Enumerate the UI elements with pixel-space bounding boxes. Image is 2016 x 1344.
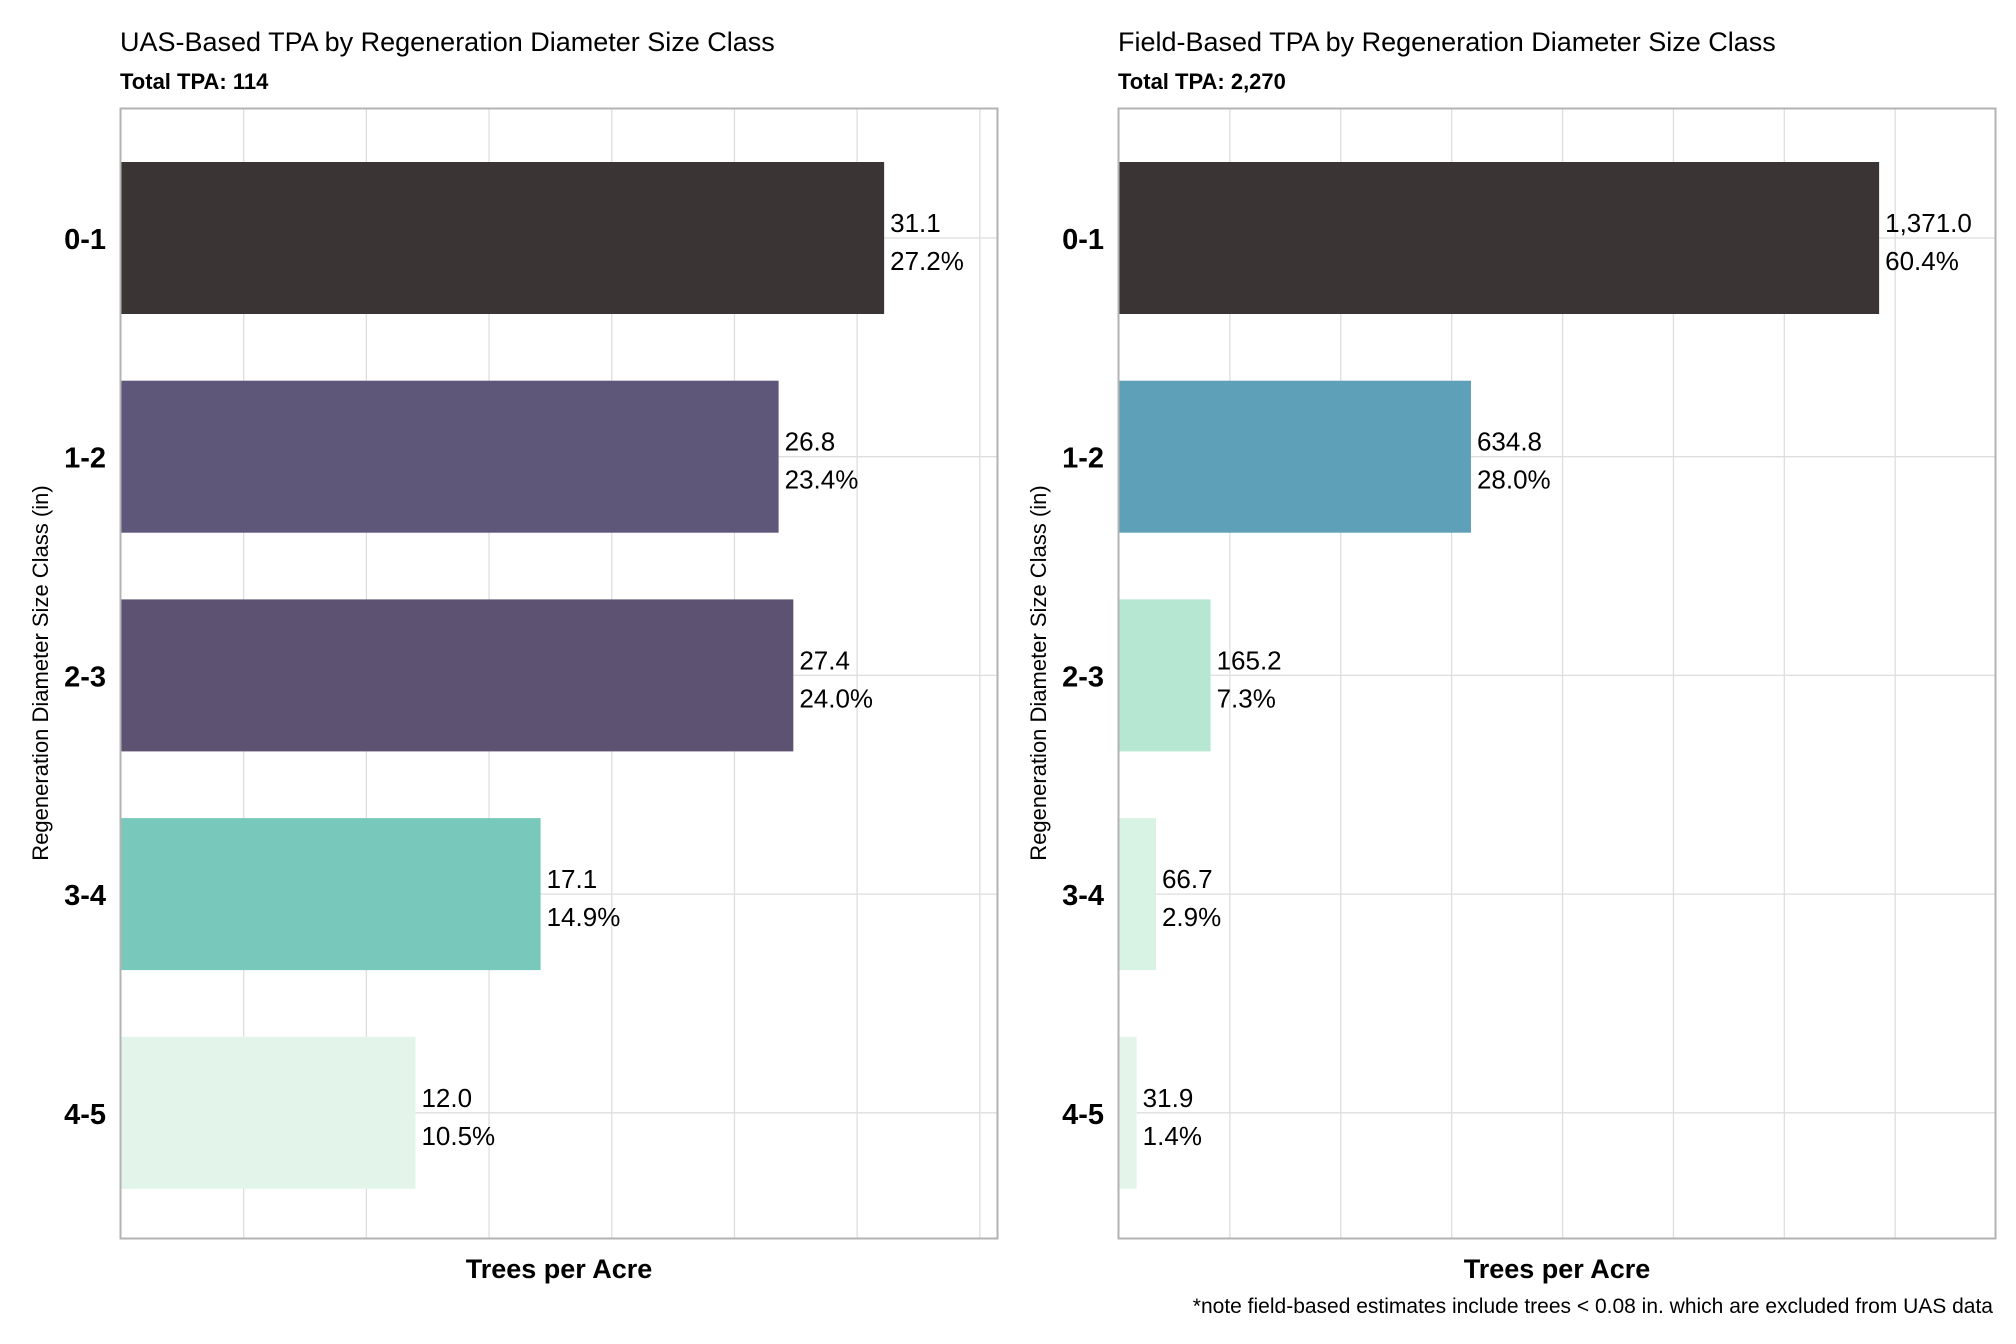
chart-uas-subtitle: Total TPA: 114 (120, 69, 269, 94)
chart-uas-title: UAS-Based TPA by Regeneration Diameter S… (120, 27, 775, 57)
chart-uas: UAS-Based TPA by Regeneration Diameter S… (28, 27, 999, 1284)
chart-uas-y-axis-title: Regeneration Diameter Size Class (in) (28, 485, 53, 860)
chart-uas-percent-label: 23.4% (785, 465, 859, 495)
chart-field: Field-Based TPA by Regeneration Diameter… (1026, 27, 1997, 1284)
chart-field-bar-3-4 (1119, 818, 1156, 971)
chart-uas-category-labels: 0-1 1-2 2-3 3-4 4-5 (64, 224, 106, 1131)
chart-uas-value-label: 27.4 (799, 645, 850, 675)
chart-uas-value-label: 17.1 (547, 864, 598, 894)
chart-uas-bar-1-2 (121, 380, 779, 533)
chart-field-value-label: 31.9 (1143, 1083, 1194, 1113)
chart-uas-category-label: 2-3 (64, 661, 106, 693)
chart-uas-bar-4-5 (121, 1036, 416, 1189)
chart-uas-bar-3-4 (121, 818, 541, 971)
chart-field-x-axis-title: Trees per Acre (1464, 1254, 1651, 1284)
chart-field-bar-labels: 1,371.0 60.4% 634.8 28.0% 165.2 7.3% 66.7 2.9% 3… (1143, 208, 1972, 1151)
chart-field-bars (1119, 162, 1880, 1189)
chart-uas-bar-labels: 31.1 27.2% 26.8 23.4% 27.4 24.0% 17.1 14.9% 12.0… (421, 208, 963, 1151)
chart-uas-x-axis-title: Trees per Acre (466, 1254, 653, 1284)
chart-uas-percent-label: 24.0% (799, 683, 873, 713)
chart-uas-percent-label: 27.2% (890, 246, 964, 276)
chart-field-value-label: 66.7 (1162, 864, 1213, 894)
chart-field-percent-label: 28.0% (1477, 465, 1551, 495)
chart-field-bar-0-1 (1119, 162, 1880, 314)
chart-field-category-label: 4-5 (1062, 1099, 1104, 1131)
chart-uas-bars (121, 162, 885, 1189)
chart-uas-percent-label: 10.5% (421, 1121, 495, 1151)
chart-field-y-axis-title: Regeneration Diameter Size Class (in) (1026, 485, 1051, 860)
chart-field-percent-label: 2.9% (1162, 902, 1221, 932)
chart-field-subtitle: Total TPA: 2,270 (1118, 69, 1286, 94)
chart-uas-category-label: 4-5 (64, 1099, 106, 1131)
chart-field-percent-label: 1.4% (1143, 1121, 1202, 1151)
chart-field-category-label: 0-1 (1062, 224, 1104, 256)
chart-field-value-label: 634.8 (1477, 427, 1542, 457)
chart-field-panel-border (1117, 107, 1997, 1240)
chart-uas-category-label: 1-2 (64, 443, 106, 475)
chart-field-category-labels: 0-1 1-2 2-3 3-4 4-5 (1062, 224, 1104, 1131)
chart-uas-value-label: 31.1 (890, 208, 941, 238)
chart-field-percent-label: 60.4% (1885, 246, 1959, 276)
chart-field-bar-4-5 (1119, 1036, 1137, 1189)
chart-field-bar-2-3 (1119, 599, 1211, 752)
chart-uas-bar-2-3 (121, 599, 794, 752)
chart-field-value-label: 1,371.0 (1885, 208, 1972, 238)
footnote: *note field-based estimates include tree… (1193, 1295, 1994, 1318)
chart-uas-category-label: 3-4 (64, 880, 106, 912)
chart-uas-category-label: 0-1 (64, 224, 106, 256)
chart-field-category-label: 2-3 (1062, 661, 1104, 693)
chart-uas-value-label: 12.0 (421, 1083, 472, 1113)
chart-uas-panel-border (119, 107, 999, 1240)
chart-uas-percent-label: 14.9% (547, 902, 621, 932)
chart-field-category-label: 1-2 (1062, 443, 1104, 475)
chart-uas-bar-0-1 (121, 162, 885, 314)
chart-field-value-label: 165.2 (1217, 645, 1282, 675)
chart-uas-value-label: 26.8 (785, 427, 836, 457)
chart-field-category-label: 3-4 (1062, 880, 1104, 912)
chart-field-bar-1-2 (1119, 380, 1471, 533)
chart-field-title: Field-Based TPA by Regeneration Diameter… (1118, 27, 1776, 57)
chart-field-percent-label: 7.3% (1217, 683, 1276, 713)
